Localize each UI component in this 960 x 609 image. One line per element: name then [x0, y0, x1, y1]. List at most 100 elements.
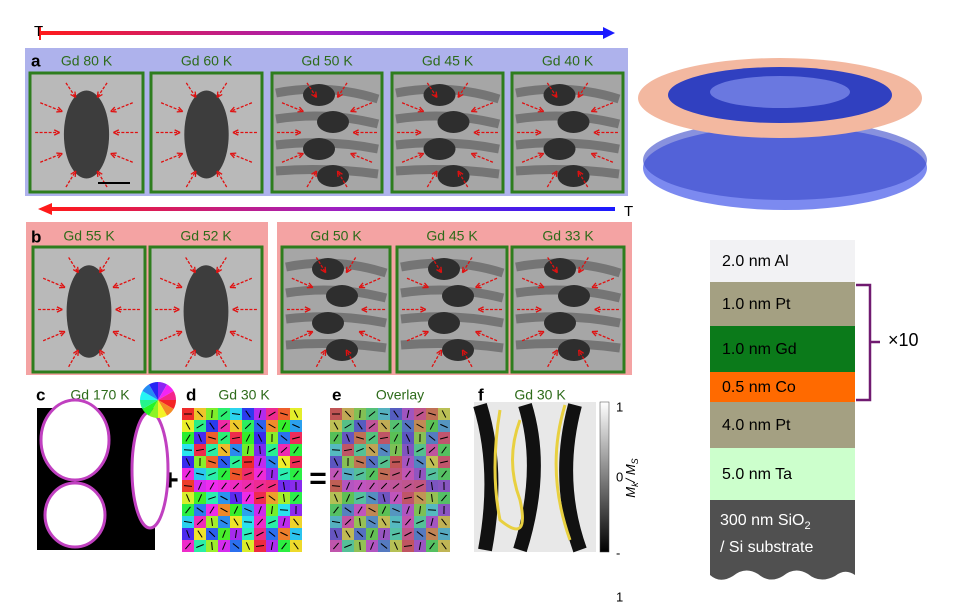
arrow: [40, 31, 605, 35]
field-arrow: [547, 257, 558, 274]
field-arrow-head: [70, 91, 77, 99]
vector: [280, 472, 288, 476]
color-wheel: [142, 384, 158, 400]
field-arrow: [306, 82, 318, 98]
color-wheel: [158, 382, 167, 400]
vector: [255, 545, 265, 547]
vector: [403, 545, 413, 547]
vector: [197, 482, 203, 490]
field-arrow-head: [417, 152, 425, 159]
label-part: M: [623, 487, 638, 498]
colorbar-tick: 1: [616, 399, 623, 414]
vector: [393, 410, 399, 418]
label-part: 2: [804, 520, 810, 532]
layer-label: 2.0 nm Al: [722, 253, 789, 270]
field-arrow: [578, 257, 589, 274]
vector: [221, 470, 227, 478]
field-arrow: [216, 257, 227, 274]
vector: [245, 434, 251, 442]
vector: [428, 435, 436, 441]
field-arrow: [230, 152, 253, 163]
domain: [39, 398, 111, 482]
field-arrow-head: [58, 282, 66, 289]
vector: [359, 517, 361, 527]
field-arrow: [591, 277, 615, 289]
vector: [419, 505, 421, 515]
vector: [244, 532, 252, 536]
field-arrow-head: [306, 330, 314, 337]
vector: [370, 530, 374, 538]
field-arrow-head: [72, 266, 79, 274]
field-arrow: [457, 170, 469, 188]
vector: [257, 470, 263, 478]
vector: [359, 541, 361, 551]
field-arrow-head: [591, 282, 599, 289]
field-arrow: [521, 330, 545, 342]
field-arrow: [99, 349, 110, 368]
field-arrow-head: [174, 129, 181, 136]
vector: [293, 446, 299, 454]
vector: [368, 411, 376, 417]
field-arrow: [230, 102, 253, 113]
vector: [209, 482, 215, 490]
field-arrow-head: [336, 170, 343, 178]
image-title: Gd 50 K: [310, 228, 362, 244]
field-arrow: [577, 82, 589, 98]
field-arrow-head: [477, 306, 484, 313]
field-arrow: [110, 102, 133, 113]
arrow-head: [38, 203, 52, 215]
field-arrow-head: [436, 349, 443, 356]
vector: [231, 472, 241, 476]
vector: [416, 520, 424, 524]
field-arrow-head: [475, 330, 482, 337]
field-arrow: [315, 257, 327, 274]
field-arrow-head: [537, 152, 545, 159]
vector: [292, 436, 300, 440]
repeat-label: ×10: [888, 330, 919, 350]
field-arrow: [426, 82, 438, 98]
vector: [441, 470, 447, 478]
domain: [423, 84, 456, 106]
vector: [427, 509, 437, 511]
vector: [195, 472, 205, 476]
vector: [404, 518, 412, 526]
vector: [331, 485, 341, 487]
vector: [381, 506, 387, 514]
vector: [344, 423, 352, 429]
vector: [332, 542, 340, 550]
vector: [186, 530, 190, 538]
vector: [222, 530, 226, 538]
vector: [333, 494, 339, 502]
vector: [368, 495, 376, 501]
image-title: Gd 45 K: [422, 53, 474, 69]
domain: [312, 258, 344, 280]
vector: [403, 496, 413, 500]
vector: [268, 459, 276, 465]
field-arrow: [159, 277, 183, 289]
vector: [333, 506, 339, 514]
field-arrow-head: [358, 282, 366, 289]
field-arrow-head: [361, 306, 368, 313]
field-arrow-head: [229, 106, 237, 113]
vector: [257, 434, 263, 442]
vector: [293, 494, 299, 502]
vector: [183, 520, 193, 524]
color-wheel: [142, 400, 158, 416]
colorbar-tick: 1: [616, 589, 623, 604]
vector: [343, 472, 353, 476]
field-arrow-head: [350, 152, 357, 159]
disk: [643, 120, 927, 200]
vector: [233, 518, 239, 526]
domain: [183, 265, 229, 358]
vector: [428, 412, 436, 416]
field-arrow-head: [320, 349, 327, 356]
field-arrow: [96, 82, 108, 98]
vector: [268, 447, 276, 453]
arrow-head: [603, 27, 615, 39]
field-arrow-head: [535, 129, 542, 136]
vector: [245, 542, 251, 550]
vector: [404, 531, 412, 537]
field-arrow-head: [537, 106, 545, 113]
field-arrow: [216, 82, 228, 98]
field-arrow: [521, 102, 544, 113]
